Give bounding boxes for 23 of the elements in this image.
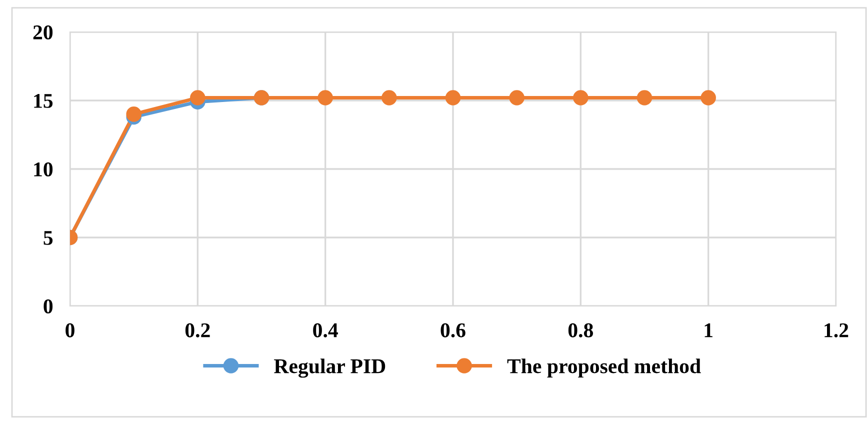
- point: [126, 106, 142, 122]
- y-tick-label: 0: [44, 299, 53, 314]
- legend-label: The proposed method: [507, 358, 701, 378]
- point: [445, 90, 461, 106]
- point: [190, 90, 206, 106]
- y-tick-label: 20: [33, 25, 53, 40]
- x-tick-label: 0.4: [313, 323, 338, 338]
- point: [318, 90, 333, 106]
- x-tick-label: 1.2: [824, 323, 848, 338]
- x-tick-label: 0.2: [185, 323, 210, 338]
- point: [382, 90, 397, 106]
- x-tick-label: 0.6: [440, 323, 466, 338]
- y-tick-label: 15: [34, 94, 53, 108]
- point: [700, 90, 716, 106]
- x-tick-label: 0.8: [568, 323, 593, 338]
- x-tick-label: 0: [66, 323, 74, 338]
- legend-label: Regular PID: [274, 358, 386, 378]
- x-tick-label: 1: [704, 323, 712, 338]
- y-tick-label: 5: [44, 231, 53, 245]
- point: [636, 90, 652, 106]
- point: [509, 90, 524, 106]
- y-tick-label: 10: [34, 162, 53, 176]
- point: [573, 90, 588, 106]
